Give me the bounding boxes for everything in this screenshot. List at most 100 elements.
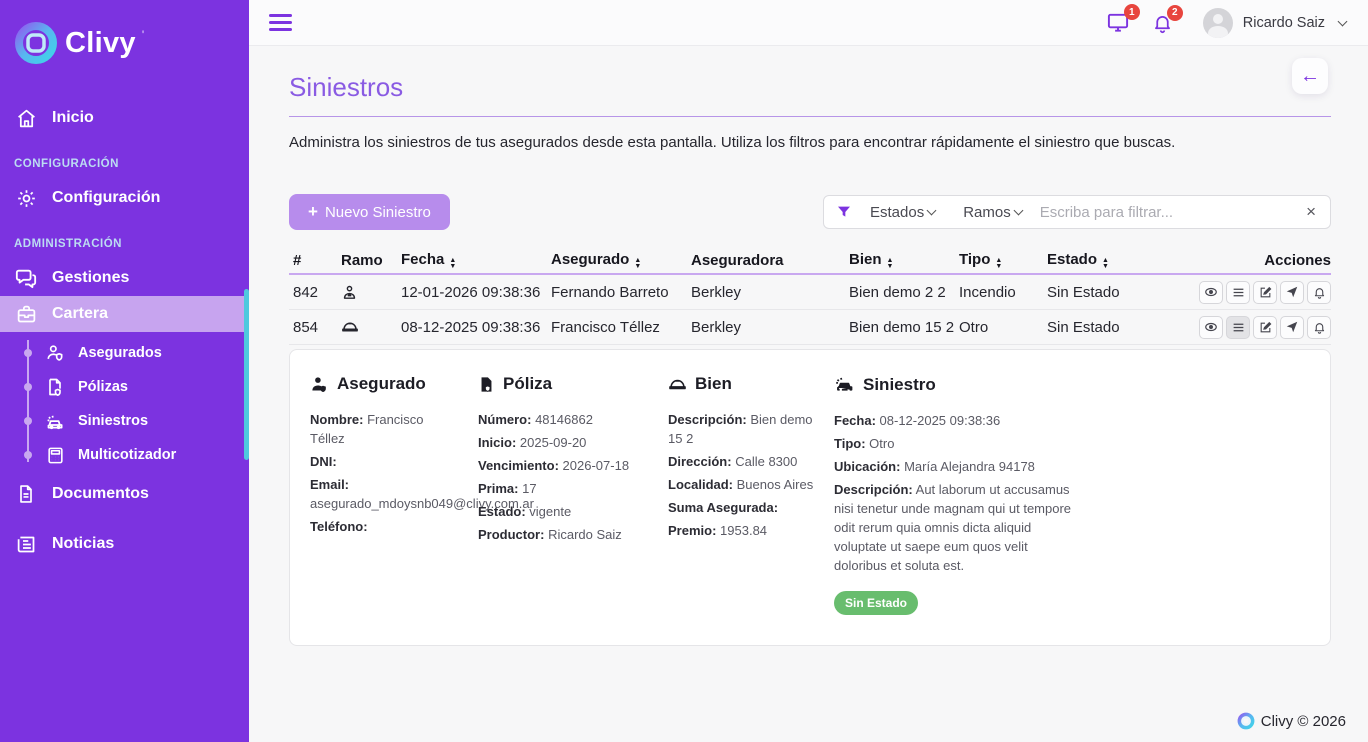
filter-search-input[interactable] [1039, 203, 1297, 221]
sidebar-item-label: Cartera [52, 305, 109, 322]
detail-field: DNI: [310, 454, 337, 469]
send-button[interactable] [1280, 315, 1304, 339]
chevron-down-icon [1337, 16, 1348, 26]
sessions-monitor-button[interactable]: 1 [1106, 4, 1140, 34]
clivy-logo-icon [1237, 712, 1255, 730]
sort-icon: ▲ ▼ [634, 257, 642, 270]
sidebar-item-cartera[interactable]: Cartera [0, 296, 249, 332]
chat-bubbles-icon [14, 266, 38, 290]
user-menu[interactable]: Ricardo Saiz [1202, 7, 1348, 38]
col-header-tipo[interactable]: Tipo ▲ ▼ [959, 251, 1003, 270]
detail-asegurado-section: Asegurado Nombre: Francisco Téllez DNI: … [310, 374, 534, 615]
detail-field: Inicio: 2025-09-20 [478, 435, 587, 450]
sidebar-item-siniestros[interactable]: Siniestros [0, 404, 249, 438]
col-header-fecha[interactable]: Fecha ▲ ▼ [401, 251, 457, 270]
section-title: Asegurado [337, 374, 426, 393]
email-value: asegurado_mdoysnb049@clivy.com.ar [310, 496, 534, 511]
sidebar-item-configuracion[interactable]: Configuración [0, 180, 249, 216]
newspaper-icon [14, 532, 38, 556]
siniestro-detail-panel: Asegurado Nombre: Francisco Téllez DNI: … [289, 349, 1331, 646]
detail-field: Prima: 17 [478, 481, 537, 496]
estados-dropdown[interactable]: Estados [860, 204, 945, 221]
sidebar-item-label: Multicotizador [78, 447, 177, 463]
detail-poliza-section: Póliza Número: 48146862 Inicio: 2025-09-… [478, 374, 648, 615]
section-title: Siniestro [863, 374, 936, 394]
col-header-bien[interactable]: Bien ▲ ▼ [849, 251, 894, 270]
sidebar-item-gestiones[interactable]: Gestiones [0, 260, 249, 296]
back-button[interactable]: ← [1292, 58, 1328, 94]
bullet-icon [24, 451, 32, 459]
ramo-person-icon [341, 284, 401, 301]
edit-button[interactable] [1253, 280, 1277, 304]
view-button[interactable] [1199, 315, 1223, 339]
sidebar-item-noticias[interactable]: Noticias [0, 526, 249, 562]
detail-siniestro-section: Siniestro Fecha: 08-12-2025 09:38:36 Tip… [834, 374, 1084, 615]
page-title: Siniestros [289, 72, 404, 102]
table-row[interactable]: 842 12-01-2026 09:38:36 Fernando Barreto… [289, 275, 1331, 310]
row-bien: Bien demo 2 2 [849, 283, 946, 301]
table-row[interactable]: 854 08-12-2025 09:38:36 Francisco Téllez… [289, 310, 1331, 345]
brand-logo[interactable]: Clivy ' [0, 0, 249, 66]
bullet-icon [24, 417, 32, 425]
col-header-estado[interactable]: Estado ▲ ▼ [1047, 251, 1109, 270]
row-tipo: Otro [959, 318, 989, 336]
notify-bell-button[interactable] [1307, 315, 1331, 339]
insured-person-icon [310, 375, 329, 394]
detail-field-email: Email: asegurado_mdoysnb049@clivy.com.ar [310, 477, 534, 511]
sidebar-item-label: Configuración [52, 189, 161, 206]
menu-toggle-button[interactable] [265, 10, 296, 35]
view-button[interactable] [1199, 280, 1223, 304]
send-button[interactable] [1280, 280, 1304, 304]
row-id: 842 [293, 283, 319, 301]
sidebar-item-label: Asegurados [78, 345, 162, 361]
detail-field: Localidad: Buenos Aires [668, 477, 814, 492]
sort-icon: ▲ ▼ [1102, 257, 1109, 270]
monitor-badge: 1 [1123, 4, 1140, 20]
row-fecha: 12-01-2026 09:38:36 [401, 283, 541, 301]
col-header-asegurado[interactable]: Asegurado ▲ ▼ [551, 251, 642, 270]
car-crash-icon [834, 374, 855, 395]
gear-icon [14, 186, 38, 210]
table-header-row: # Ramo Fecha ▲ ▼ Asegurado ▲ ▼ Aseguradora B… [289, 248, 1331, 275]
sidebar-nav: Inicio CONFIGURACIÓN Configuración ADMIN… [0, 100, 249, 562]
estados-label: Estados [870, 203, 925, 221]
detail-field: Estado: vigente [478, 504, 572, 519]
notify-bell-button[interactable] [1307, 280, 1331, 304]
row-aseguradora: Berkley [691, 318, 742, 336]
sidebar-section-administracion: ADMINISTRACIÓN [14, 238, 122, 250]
edit-button[interactable] [1253, 315, 1277, 339]
detail-field: Fecha: 08-12-2025 09:38:36 [834, 413, 1001, 428]
notifications-button[interactable]: 2 [1152, 4, 1183, 34]
sidebar-item-inicio[interactable]: Inicio [0, 100, 249, 136]
ramos-label: Ramos [963, 203, 1011, 221]
ramos-dropdown[interactable]: Ramos [953, 204, 1032, 221]
sidebar: Clivy ' Inicio CONFIGURACIÓN Configuraci… [0, 0, 249, 742]
sidebar-item-polizas[interactable]: Pólizas [0, 370, 249, 404]
detail-field: Vencimiento: 2026-07-18 [478, 458, 630, 473]
row-actions [1199, 315, 1331, 339]
topbar: 1 2 Ricardo Saiz [249, 0, 1368, 46]
home-icon [14, 106, 38, 130]
details-button[interactable] [1226, 315, 1250, 339]
detail-field: Descripción: Aut laborum ut accusamus ni… [834, 482, 1072, 573]
footer-text: Clivy © 2026 [1260, 712, 1346, 730]
sidebar-item-asegurados[interactable]: Asegurados [0, 336, 249, 370]
title-divider [289, 116, 1331, 117]
siniestros-table: # Ramo Fecha ▲ ▼ Asegurado ▲ ▼ Aseguradora B… [289, 248, 1331, 345]
filter-bar: Estados Ramos × [823, 195, 1331, 229]
sidebar-item-label: Siniestros [78, 413, 149, 429]
row-tipo: Incendio [959, 283, 1016, 301]
section-title: Bien [695, 374, 732, 393]
brand-name: Clivy [65, 26, 136, 59]
sidebar-item-documentos[interactable]: Documentos [0, 476, 249, 512]
clear-filter-button[interactable]: × [1306, 202, 1316, 221]
detail-field: Nombre: Francisco Téllez [310, 412, 424, 446]
new-siniestro-label: Nuevo Siniestro [324, 203, 431, 221]
sidebar-item-multicotizador[interactable]: Multicotizador [0, 438, 249, 472]
detail-field: Productor: Ricardo Saiz [478, 527, 622, 542]
toolbar: + Nuevo Siniestro Estados Ramos × [289, 194, 1331, 230]
new-siniestro-button[interactable]: + Nuevo Siniestro [289, 194, 450, 230]
details-button[interactable] [1226, 280, 1250, 304]
row-bien: Bien demo 15 2 [849, 318, 955, 336]
sidebar-scrollbar[interactable] [244, 289, 249, 460]
